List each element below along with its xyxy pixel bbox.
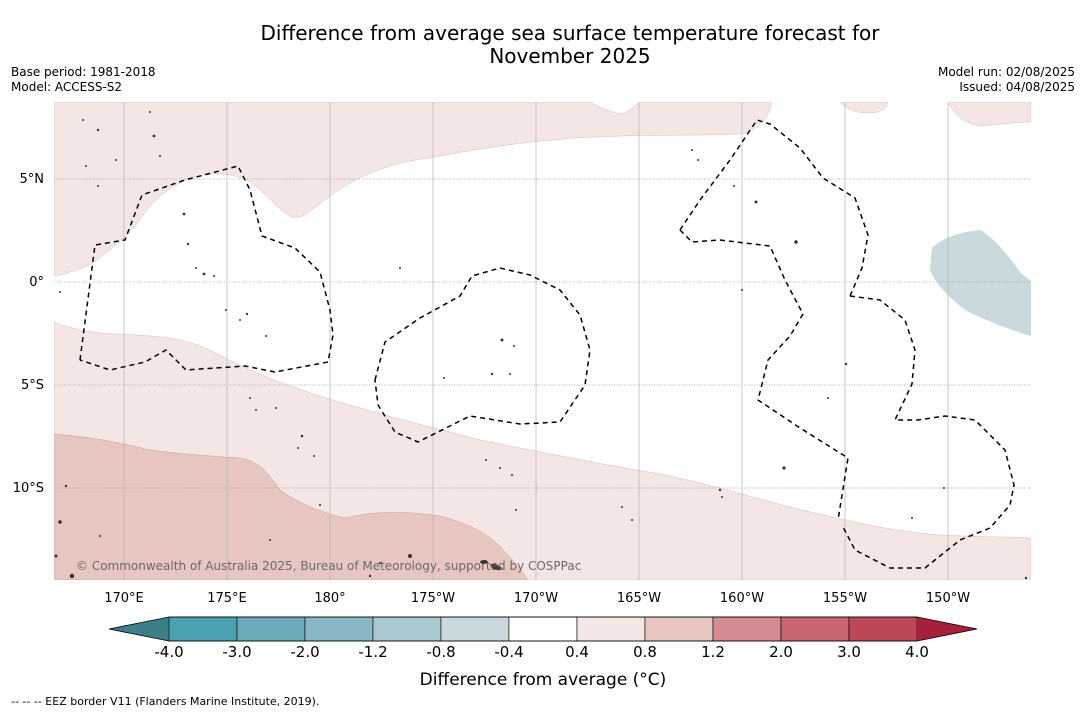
model-run: Model run: 02/08/2025 (937, 65, 1075, 79)
colorbar-segment (644, 616, 714, 642)
colorbar (108, 616, 978, 642)
lat-labels: 5°N 0° 5°S 10°S (13, 172, 44, 496)
colorbar-segment (236, 616, 306, 642)
lon-label: 170°E (104, 591, 144, 606)
eez-legend-footer: -- -- -- EEZ border V11 (Flanders Marine… (11, 695, 320, 708)
colorbar-segment (168, 616, 238, 642)
colorbar-title: Difference from average (°C) (419, 670, 667, 690)
colorbar-segment (508, 616, 578, 642)
anomaly-region-cool (930, 230, 1031, 336)
map-title: Difference from average sea surface temp… (170, 22, 970, 68)
map-area: © Commonwealth of Australia 2025, Bureau… (54, 102, 1031, 580)
eez-tokelau (374, 267, 591, 443)
title-line-1: Difference from average sea surface temp… (260, 21, 880, 45)
base-period: Base period: 1981-2018 (11, 65, 156, 79)
lon-label: 170°W (514, 591, 558, 606)
model-name: Model: ACCESS-S2 (11, 80, 123, 94)
lat-label: 5°S (21, 378, 44, 393)
meta-right: Model run: 02/08/2025 Issued: 04/08/2025 (938, 65, 1075, 95)
colorbar-label: 1.2 (701, 643, 725, 661)
colorbar-label: -3.0 (222, 643, 252, 661)
colorbar-segment (372, 616, 442, 642)
colorbar-label: 0.4 (565, 643, 589, 661)
colorbar-segment (780, 616, 850, 642)
colorbar-segment (576, 616, 646, 642)
colorbar-extend-high (917, 617, 977, 641)
colorbar-label: -1.2 (358, 643, 388, 661)
anomaly-region-north-east-2 (947, 102, 1031, 127)
colorbar-segment (712, 616, 782, 642)
colorbar-label: 3.0 (837, 643, 861, 661)
lat-label: 0° (29, 275, 44, 290)
eez-tuvalu (79, 165, 334, 373)
colorbar-extend-low (109, 617, 169, 641)
colorbar-segment (848, 616, 918, 642)
colorbar-label: 2.0 (769, 643, 793, 661)
colorbar-label: 4.0 (905, 643, 929, 661)
lon-label: 160°W (720, 591, 764, 606)
colorbar-label: 0.8 (633, 643, 657, 661)
colorbar-segment (304, 616, 374, 642)
colorbar-outline (108, 616, 978, 642)
title-line-2: November 2025 (489, 44, 651, 68)
lon-label: 175°W (411, 591, 455, 606)
colorbar-label: -2.0 (290, 643, 320, 661)
islands (54, 111, 1028, 580)
colorbar-label: -4.0 (154, 643, 184, 661)
eez-line-islands-2 (679, 229, 849, 521)
copyright-text: © Commonwealth of Australia 2025, Bureau… (76, 559, 581, 573)
lat-label: 10°S (13, 481, 44, 496)
lon-label: 165°W (617, 591, 661, 606)
eez-borders (79, 119, 1015, 569)
lon-labels: 170°E 175°E 180° 175°W 170°W 165°W 160°W… (104, 591, 970, 606)
anomaly-region-north (54, 102, 773, 277)
meta-left: Base period: 1981-2018 Model: ACCESS-S2 (11, 65, 156, 95)
issued-date: Issued: 04/08/2025 (959, 80, 1075, 94)
anomaly-region-north-east (839, 102, 889, 114)
lon-label: 175°E (207, 591, 247, 606)
colorbar-segment (440, 616, 510, 642)
lat-label: 5°N (20, 172, 45, 187)
eez-cook-islands (841, 295, 1015, 569)
lon-label: 180° (314, 591, 345, 606)
lon-label: 150°W (926, 591, 970, 606)
graticule (54, 178, 1031, 489)
meridians (123, 102, 949, 580)
lon-label: 155°W (823, 591, 867, 606)
colorbar-label: -0.8 (426, 643, 456, 661)
colorbar-label: -0.4 (494, 643, 524, 661)
anomaly-region-southwest (54, 433, 529, 580)
